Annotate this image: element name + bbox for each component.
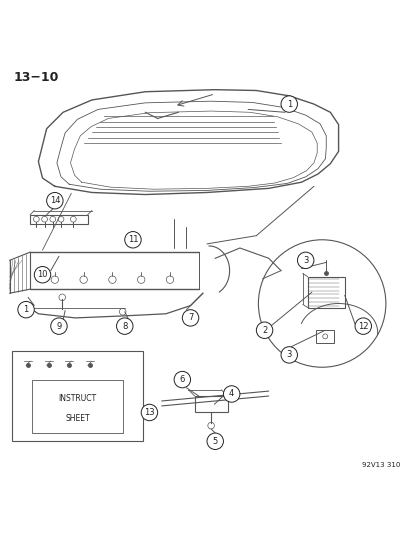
Text: INSTRUCT: INSTRUCT <box>58 394 96 403</box>
Text: 12: 12 <box>357 321 368 330</box>
Circle shape <box>34 266 51 283</box>
Text: 5: 5 <box>212 437 217 446</box>
Circle shape <box>256 322 272 338</box>
Bar <box>315 330 334 343</box>
Text: 6: 6 <box>179 375 185 384</box>
Circle shape <box>51 318 67 334</box>
Text: SHEET: SHEET <box>65 414 90 423</box>
Text: 1: 1 <box>286 100 291 109</box>
Circle shape <box>124 231 141 248</box>
Circle shape <box>206 433 223 449</box>
Circle shape <box>174 372 190 388</box>
Text: 3: 3 <box>302 256 308 265</box>
Text: 13−10: 13−10 <box>14 71 59 84</box>
Bar <box>307 277 344 308</box>
Text: 10: 10 <box>37 270 47 279</box>
Text: 3: 3 <box>286 350 291 359</box>
Circle shape <box>297 252 313 269</box>
Bar <box>194 396 227 413</box>
Text: 13: 13 <box>144 408 154 417</box>
Circle shape <box>116 318 133 334</box>
Text: 11: 11 <box>128 235 138 244</box>
Circle shape <box>223 386 239 402</box>
Circle shape <box>141 404 157 421</box>
Text: 1: 1 <box>24 305 28 314</box>
Circle shape <box>280 346 297 363</box>
Circle shape <box>280 96 297 112</box>
Bar <box>32 379 122 433</box>
Text: 4: 4 <box>228 390 234 399</box>
Text: 2: 2 <box>261 326 266 335</box>
Circle shape <box>18 302 34 318</box>
Circle shape <box>47 192 63 209</box>
Text: 8: 8 <box>122 321 127 330</box>
Text: 7: 7 <box>188 313 193 322</box>
Text: 9: 9 <box>56 321 62 330</box>
Circle shape <box>182 310 198 326</box>
Text: 92V13 310: 92V13 310 <box>361 462 399 468</box>
Text: 14: 14 <box>50 196 60 205</box>
Bar <box>12 351 143 441</box>
Bar <box>30 215 88 224</box>
Circle shape <box>354 318 370 334</box>
